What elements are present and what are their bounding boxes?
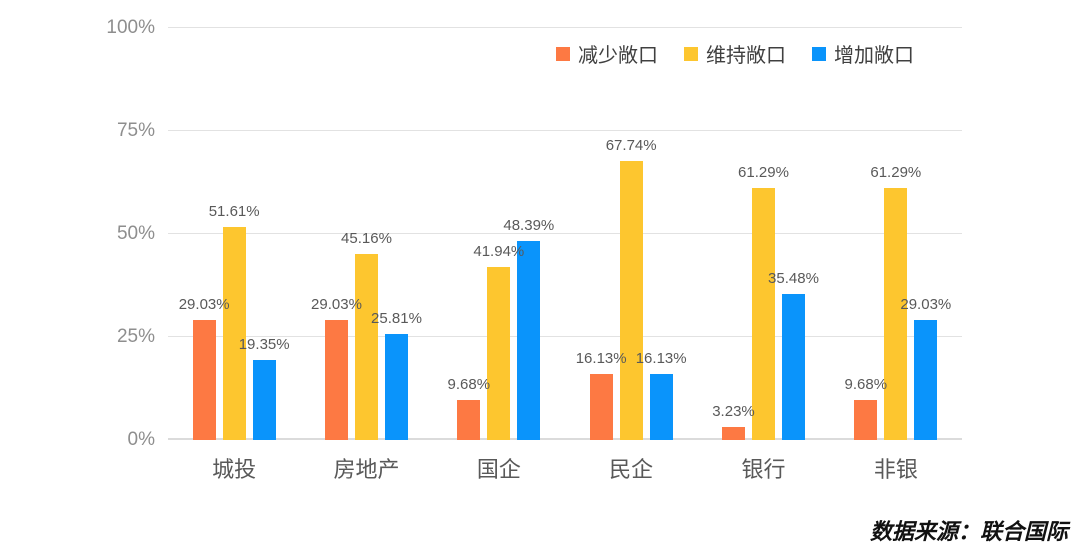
bar-group: 29.03% 45.16% 25.81%: [300, 28, 432, 440]
bar-group: 9.68% 61.29% 29.03%: [830, 28, 962, 440]
y-tick-label: 0%: [127, 429, 155, 450]
bar-value-label: 41.94%: [473, 243, 525, 261]
x-tick-label: 房地产: [333, 457, 400, 482]
bar-value-label: 16.13%: [635, 349, 687, 367]
y-tick-label: 75%: [116, 120, 155, 141]
gridline: [168, 130, 962, 131]
bar-value-label: 19.35%: [238, 336, 290, 354]
bar-value-label: 29.03%: [311, 296, 362, 314]
x-tick-label: 国企: [476, 457, 521, 482]
bar-group: 3.23% 61.29% 35.48%: [697, 28, 829, 440]
bar: 67.74%: [606, 137, 657, 440]
legend-item: 维持敞口: [684, 39, 786, 68]
gridline: [168, 27, 962, 28]
bar: 16.13%: [636, 350, 687, 440]
bar-value-label: 61.29%: [738, 163, 789, 181]
bar: 61.29%: [870, 164, 921, 440]
bar-value-label: 25.81%: [371, 309, 422, 327]
bar: 25.81%: [371, 310, 422, 440]
bar-value-label: 9.68%: [844, 376, 888, 394]
source-note: 数据来源：联合国际: [869, 519, 1068, 544]
plot-area: 29.03% 51.61% 19.35% 29.03% 45.16% 25.81% 9.68…: [168, 27, 962, 440]
bar: 45.16%: [341, 230, 392, 440]
legend-label: 增加敞口: [834, 45, 914, 67]
x-tick-label: 民企: [609, 457, 654, 482]
legend-label: 减少敞口: [578, 45, 658, 67]
bar: 9.68%: [845, 376, 887, 440]
bar: 19.35%: [239, 336, 290, 440]
gridline: [168, 336, 962, 337]
bar-value-label: 61.29%: [870, 163, 922, 181]
gridline: [168, 233, 962, 234]
bar-value-label: 35.48%: [768, 269, 819, 287]
bar: 35.48%: [768, 270, 819, 440]
bar-value-label: 9.68%: [447, 376, 491, 394]
bar: 16.13%: [576, 350, 627, 440]
bar-group: 9.68% 41.94% 48.39%: [433, 28, 565, 440]
y-tick-label: 25%: [116, 326, 155, 347]
bar-value-label: 3.23%: [712, 402, 755, 420]
bar-value-label: 16.13%: [575, 349, 627, 367]
legend-item: 增加敞口: [812, 39, 914, 68]
bar-group: 16.13% 67.74% 16.13%: [565, 28, 697, 440]
bar: 29.03%: [311, 296, 362, 440]
bar: 48.39%: [503, 217, 554, 440]
legend-swatch: [556, 46, 570, 61]
gridline: [168, 438, 962, 440]
legend-swatch: [684, 46, 698, 61]
bar-value-label: 51.61%: [208, 203, 260, 221]
bar: 41.94%: [473, 243, 524, 440]
bar-value-label: 48.39%: [503, 216, 555, 234]
legend: 减少敞口 维持敞口 增加敞口: [556, 39, 914, 68]
bar: 29.03%: [179, 296, 230, 440]
x-tick-label: 银行: [741, 457, 786, 482]
y-tick-label: 100%: [106, 17, 155, 38]
legend-swatch: [812, 46, 826, 61]
x-tick-label: 城投: [212, 457, 257, 482]
bar: 29.03%: [900, 296, 951, 440]
bar: 61.29%: [738, 164, 789, 440]
y-tick-label: 50%: [116, 223, 155, 244]
bar-value-label: 29.03%: [900, 296, 952, 314]
legend-label: 维持敞口: [706, 45, 786, 67]
bar: 9.68%: [448, 376, 490, 440]
bar-value-label: 45.16%: [341, 229, 392, 247]
bar-group: 29.03% 51.61% 19.35%: [168, 28, 300, 440]
bar: 51.61%: [209, 203, 260, 440]
bar-value-label: 29.03%: [178, 296, 230, 314]
bar-value-label: 67.74%: [605, 136, 657, 154]
legend-item: 减少敞口: [556, 39, 658, 68]
bar: 3.23%: [712, 403, 755, 440]
x-tick-label: 非银: [873, 457, 918, 482]
